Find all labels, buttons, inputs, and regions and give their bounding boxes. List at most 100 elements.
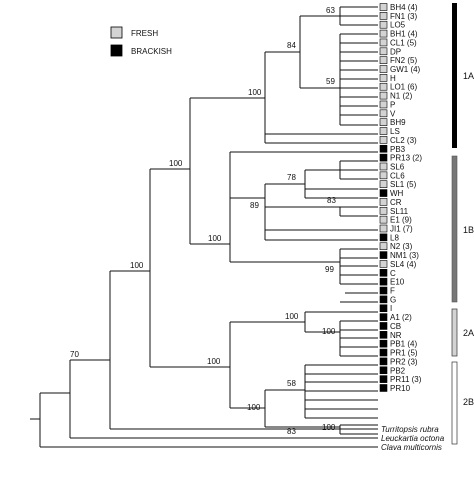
bootstrap-value: 70 [70,350,79,359]
habitat-marker-fresh [379,260,388,268]
clade-bar-1a [452,3,457,148]
clade-label-1a: 1A [463,71,474,81]
habitat-marker-brackish [379,189,388,197]
taxon-label: F [390,287,395,296]
clade-label-2a: 2A [463,328,474,338]
habitat-marker-fresh [379,12,388,20]
taxon-label: FN2 (5) [390,56,417,65]
taxon-label: I [390,304,392,313]
habitat-marker-brackish [379,295,388,304]
habitat-marker-brackish [379,277,388,286]
habitat-marker-brackish [379,322,388,330]
taxon-label: E1 (9) [390,216,412,225]
taxon-label: BH1 (4) [390,30,418,39]
habitat-marker-brackish [379,144,388,153]
taxon-label: WH [390,189,404,198]
habitat-marker-brackish [379,348,388,357]
habitat-marker-fresh [379,242,388,251]
taxon-label: BH4 (4) [390,3,418,12]
habitat-marker-fresh [379,29,388,38]
habitat-marker-fresh [379,74,388,82]
clade-bar-2a [451,308,458,357]
clade-bar-1b [451,155,458,303]
bootstrap-value: 100 [208,234,222,243]
taxon-label: N1 (2) [390,92,413,101]
habitat-marker-fresh [379,118,388,126]
habitat-marker-brackish [379,233,388,242]
habitat-marker-fresh [379,38,388,47]
taxon-label: H [390,74,396,83]
taxon-label: CL1 (5) [390,38,417,47]
taxon-label: SL1 (5) [390,180,417,189]
taxon-label: PR2 (3) [390,357,418,366]
taxon-label: CL6 [390,171,405,180]
taxon-label: PR11 (3) [390,375,422,384]
clade-bar-2b [451,361,458,445]
habitat-marker-fresh [379,136,388,144]
taxon-label: PR13 (2) [390,154,422,163]
taxon-label: NR [390,331,402,340]
bootstrap-value: 100 [322,423,336,432]
bootstrap-value: 63 [326,6,335,15]
tree-branches [30,6,378,448]
habitat-marker-brackish [379,366,388,375]
legend-brackish-label: BRACKISH [131,47,172,56]
bootstrap-value: 99 [325,265,334,274]
taxon-label: LS [390,127,400,136]
taxon-label: PR1 (5) [390,349,418,358]
bootstrap-value: 100 [247,403,261,412]
bootstrap-value: 83 [287,427,296,436]
taxon-label: E10 [390,278,405,287]
taxon-label: DP [390,47,401,56]
bootstrap-value: 78 [287,173,296,182]
taxon-label: JI1 (7) [390,225,413,234]
bootstrap-value: 100 [285,312,299,321]
taxon-label: N2 (3) [390,242,413,251]
habitat-marker-brackish [379,286,388,295]
taxon-label: P [390,100,395,109]
bootstrap-values: 63 84 59 100 100 78 89 83 100 99 100 100… [70,6,336,436]
habitat-marker-fresh [379,91,388,100]
habitat-marker-fresh [379,3,388,11]
habitat-marker-brackish [379,251,388,259]
habitat-marker-fresh [379,47,388,56]
legend-fresh-swatch [110,26,123,39]
taxon-label: LO5 [390,21,406,30]
bootstrap-value: 100 [169,159,183,168]
taxon-label: C [390,269,396,278]
bootstrap-value: 83 [327,196,336,205]
taxon-label: PB2 [390,366,406,375]
taxon-label: BH9 [390,118,406,127]
habitat-marker-fresh [379,109,388,118]
outgroup-label: Clava multicornis [381,443,442,452]
taxon-label: SL11 [390,207,409,216]
habitat-marker-brackish [379,384,388,392]
taxon-label: L8 [390,233,399,242]
legend-fresh-label: FRESH [131,29,158,38]
bootstrap-value: 100 [130,261,144,270]
habitat-marker-brackish [379,339,388,348]
habitat-marker-brackish [379,268,388,277]
legend: FRESH BRACKISH [110,26,172,57]
habitat-marker-fresh [379,65,388,73]
habitat-marker-fresh [379,206,388,215]
taxon-label: CL2 (3) [390,136,417,145]
legend-brackish-swatch [110,44,123,57]
outgroup-label: Leuckartia octona [381,434,445,443]
habitat-marker-fresh [379,171,388,180]
bootstrap-value: 84 [287,41,296,50]
taxon-label: GW1 (4) [390,65,421,74]
clade-bars: 1A 1B 2A 2B [451,3,474,445]
habitat-marker-fresh [379,100,388,109]
clade-label-2b: 2B [463,397,474,407]
taxon-label: PB3 [390,145,406,154]
bootstrap-value: 100 [322,327,336,336]
taxon-label: CR [390,198,402,207]
habitat-marker-brackish [379,153,388,162]
habitat-marker-fresh [379,180,388,188]
habitat-marker-fresh [379,162,388,171]
habitat-marker-brackish [379,357,388,366]
taxon-label: PR10 [390,384,411,393]
bootstrap-value: 100 [248,88,262,97]
